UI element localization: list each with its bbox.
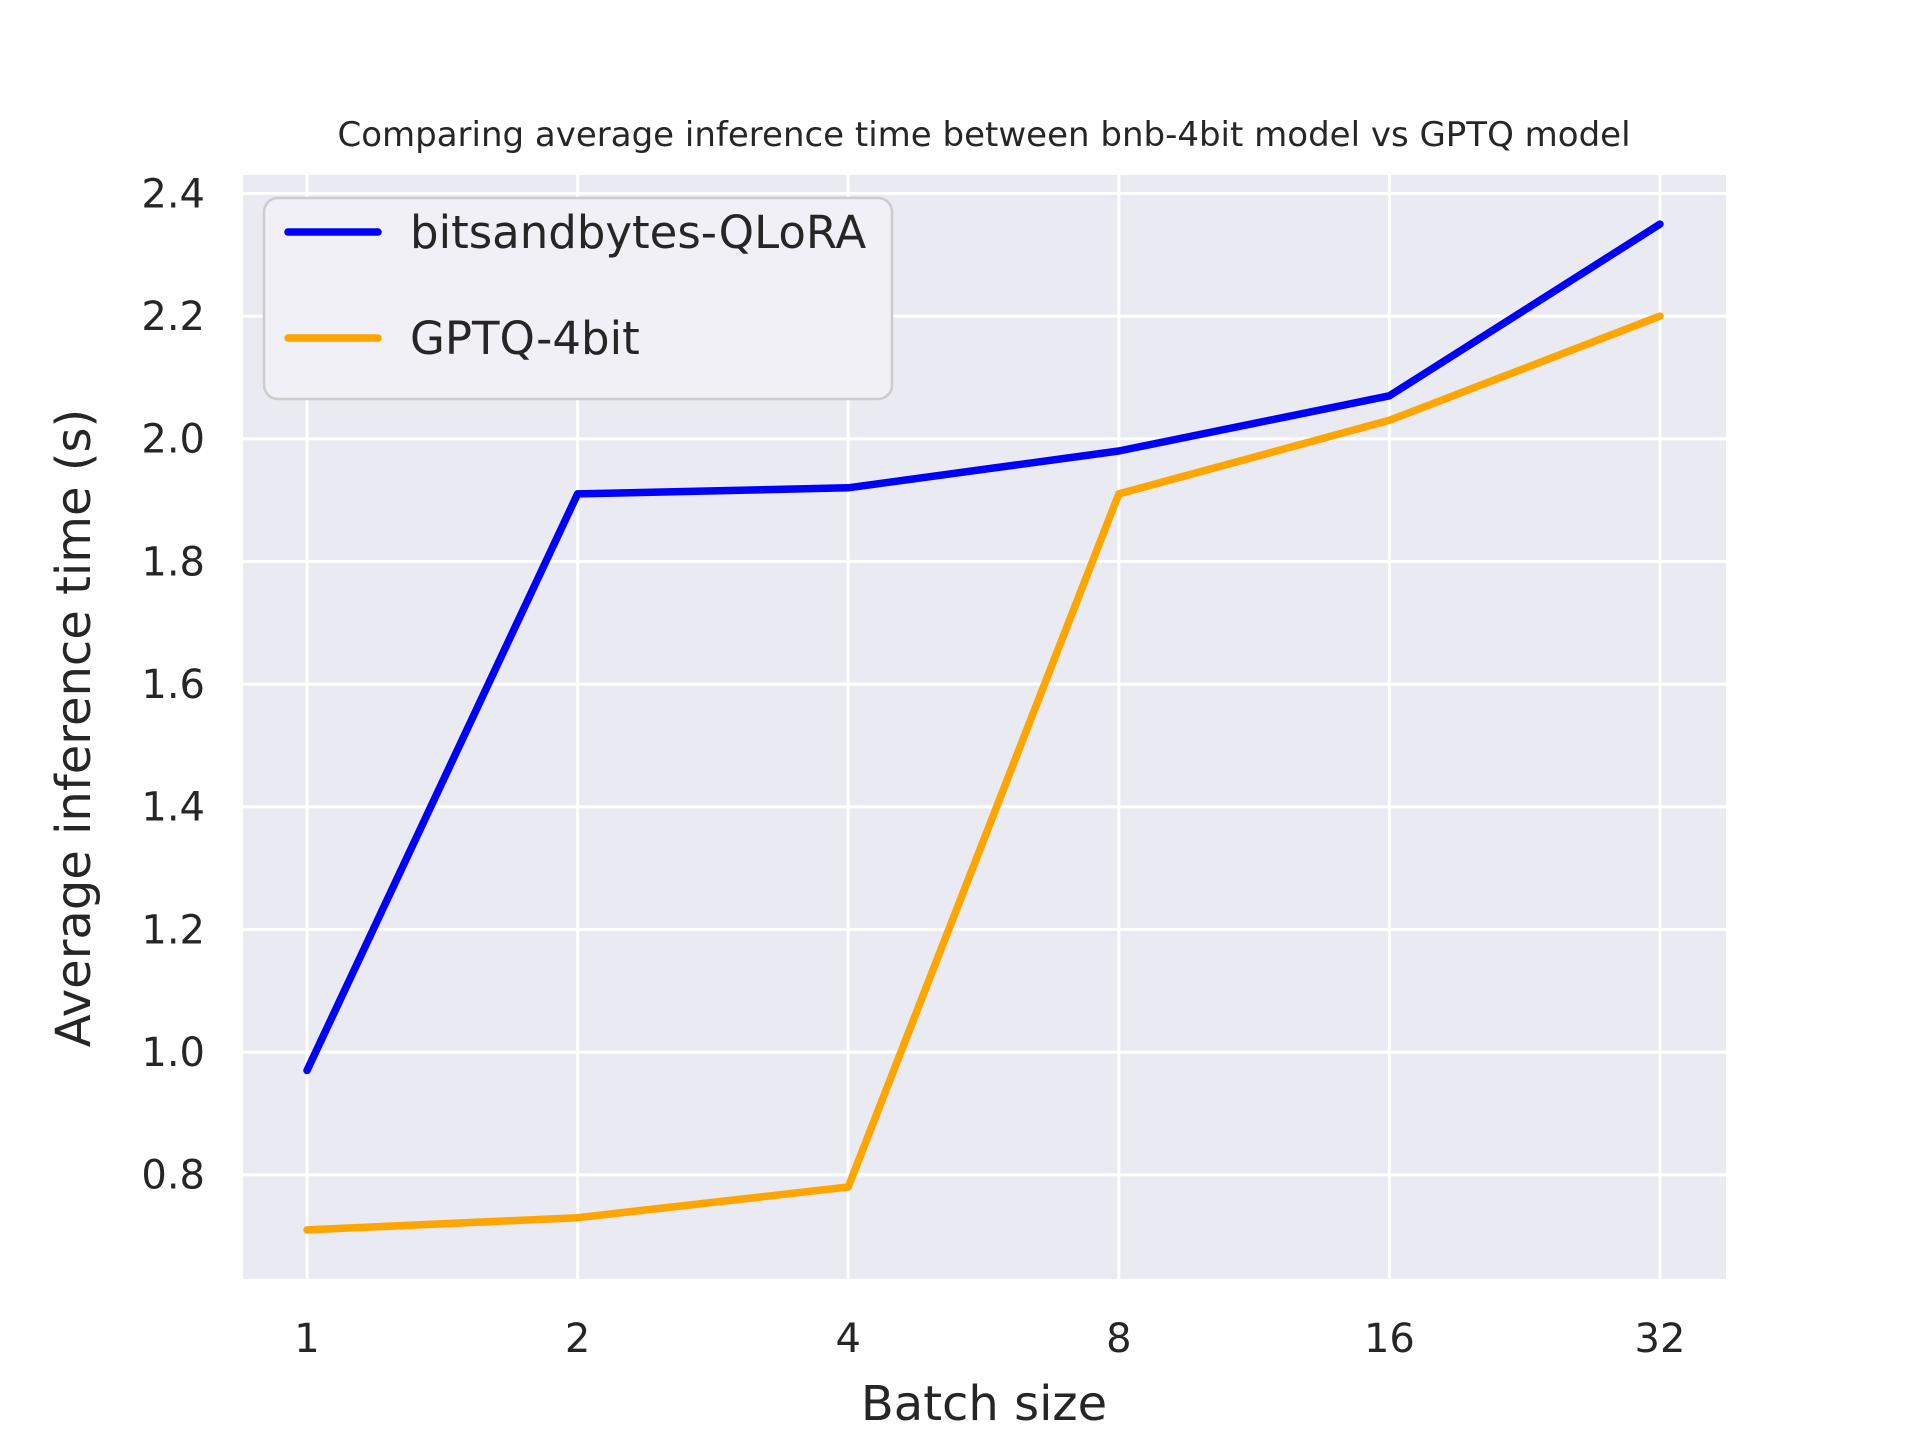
y-tick-label: 1.2 [141,907,205,953]
y-tick-label: 2.4 [141,171,205,217]
y-tick-label: 0.8 [141,1153,205,1199]
x-tick-label: 1 [294,1316,319,1362]
x-tick-label: 16 [1364,1316,1415,1362]
series-lines [303,220,1664,1234]
chart-title: Comparing average inference time between… [337,115,1630,155]
y-axis-tick-labels: 0.8 1.0 1.2 1.4 1.6 1.8 2.0 2.2 2.4 [141,171,205,1198]
y-tick-label: 1.0 [141,1030,205,1076]
legend: bitsandbytes-QLoRA GPTQ-4bit [262,196,894,401]
x-axis-label: Batch size [861,1376,1107,1432]
x-tick-label: 2 [565,1316,590,1362]
y-axis-label: Average inference time (s) [46,409,102,1048]
y-tick-label: 2.0 [141,417,205,463]
x-axis-tick-labels: 1 2 4 8 16 32 [294,1316,1685,1362]
y-tick-label: 1.6 [141,662,205,708]
legend-label-bitsandbytes-qlora: bitsandbytes-QLoRA [410,206,866,259]
y-tick-label: 2.2 [141,294,205,340]
x-tick-label: 4 [835,1316,860,1362]
series-line-bitsandbytes-qlora [303,220,1664,1075]
x-tick-label: 8 [1106,1316,1131,1362]
legend-frame [262,196,894,401]
y-tick-label: 1.8 [141,539,205,585]
y-tick-label: 1.4 [141,785,205,831]
legend-label-gptq-4bit: GPTQ-4bit [410,312,640,365]
x-tick-label: 32 [1635,1316,1686,1362]
series-line-gptq-4bit [303,312,1664,1234]
